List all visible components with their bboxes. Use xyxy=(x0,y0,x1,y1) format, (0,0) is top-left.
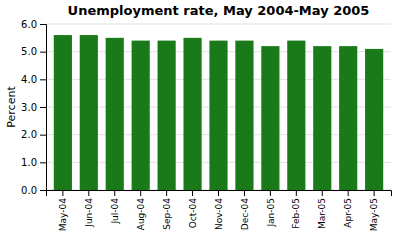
tick-label: Apr-05 xyxy=(343,198,353,228)
tick-mark xyxy=(114,190,115,196)
tick: Mar-05 xyxy=(317,190,327,229)
tick-label: Sep-04 xyxy=(162,198,172,230)
tick-label: Jun-04 xyxy=(84,198,94,228)
tick-mark xyxy=(270,190,271,196)
tick-mark xyxy=(140,190,141,196)
tick-mark xyxy=(296,190,297,196)
bar xyxy=(106,38,124,190)
tick-mark xyxy=(348,190,349,196)
tick-label: 1.0 xyxy=(21,157,37,168)
y-axis-title: Percent xyxy=(5,86,18,128)
tick: Jun-04 xyxy=(84,190,94,228)
grid-line xyxy=(46,24,391,25)
bar xyxy=(339,46,357,190)
axis-line xyxy=(47,191,392,197)
tick: May-05 xyxy=(369,190,379,231)
tick: Jul-04 xyxy=(110,190,120,225)
tick: May-04 xyxy=(58,190,68,231)
tick-mark xyxy=(218,190,219,196)
tick-mark xyxy=(192,190,193,196)
bar xyxy=(80,35,98,190)
tick: Aug-04 xyxy=(136,190,146,230)
tick-mark xyxy=(322,190,323,196)
tick-label: Feb-05 xyxy=(291,198,301,229)
tick-mark xyxy=(88,190,89,196)
tick-mark xyxy=(40,190,46,191)
tick: 6.0 xyxy=(21,19,46,30)
bar xyxy=(261,46,279,190)
tick: Jan-05 xyxy=(266,190,276,228)
y-axis: 0.0 1.0 2.0 3.0 4.0 5.0 6.0 xyxy=(21,19,46,196)
tick-mark xyxy=(374,190,375,196)
tick-mark xyxy=(166,190,167,196)
tick-label: Jul-04 xyxy=(110,198,120,225)
tick-label: Dec-04 xyxy=(240,198,250,230)
tick: Oct-04 xyxy=(188,190,198,228)
tick-label: 4.0 xyxy=(21,74,37,85)
tick: 1.0 xyxy=(21,157,46,168)
tick: Sep-04 xyxy=(162,190,172,230)
tick-label: Jan-05 xyxy=(266,198,276,228)
bar xyxy=(132,41,150,190)
tick-label: Mar-05 xyxy=(317,198,327,229)
tick-mark xyxy=(40,162,46,163)
tick-mark xyxy=(40,79,46,80)
chart: 0.0 1.0 2.0 3.0 4.0 5.0 6.0 May-04 Jun-04 Jul-04 A… xyxy=(0,0,401,238)
tick-label: 5.0 xyxy=(21,46,37,57)
tick-mark xyxy=(40,107,46,108)
bar xyxy=(54,35,72,190)
tick: 2.0 xyxy=(21,129,46,140)
tick-mark xyxy=(40,52,46,53)
bar xyxy=(183,38,201,190)
plot: 0.0 1.0 2.0 3.0 4.0 5.0 6.0 May-04 Jun-04 Jul-04 A… xyxy=(21,19,391,231)
tick-label: 6.0 xyxy=(21,19,37,30)
tick-mark xyxy=(62,190,63,196)
tick-label: 2.0 xyxy=(21,129,37,140)
bar xyxy=(313,46,331,190)
axis-line xyxy=(40,25,47,191)
bar xyxy=(365,49,383,190)
bar xyxy=(287,41,305,190)
bar xyxy=(235,41,253,190)
tick-mark xyxy=(244,190,245,196)
tick: 4.0 xyxy=(21,74,46,85)
tick-mark xyxy=(40,135,46,136)
tick-mark xyxy=(40,24,46,25)
tick-label: 3.0 xyxy=(21,102,37,113)
tick-label: Aug-04 xyxy=(136,198,146,231)
tick: Feb-05 xyxy=(291,190,301,229)
grid xyxy=(46,24,391,190)
tick: Nov-04 xyxy=(214,190,224,230)
tick-label: Oct-04 xyxy=(188,198,198,229)
tick: 3.0 xyxy=(21,102,46,113)
tick: 5.0 xyxy=(21,46,46,57)
bar xyxy=(158,41,176,190)
tick-label: May-05 xyxy=(369,198,379,231)
title: Unemployment rate, May 2004-May 2005 xyxy=(68,3,370,18)
bar xyxy=(209,41,227,190)
tick: Dec-04 xyxy=(240,190,250,230)
tick-label: 0.0 xyxy=(21,185,37,196)
tick-label: Nov-04 xyxy=(214,198,224,230)
tick: 0.0 xyxy=(21,185,46,196)
bars xyxy=(54,35,383,190)
tick-label: May-04 xyxy=(58,198,68,231)
tick: Apr-05 xyxy=(343,190,353,228)
x-axis: May-04 Jun-04 Jul-04 Aug-04 Sep-04 Oct-04 Nov-… xyxy=(47,190,392,231)
